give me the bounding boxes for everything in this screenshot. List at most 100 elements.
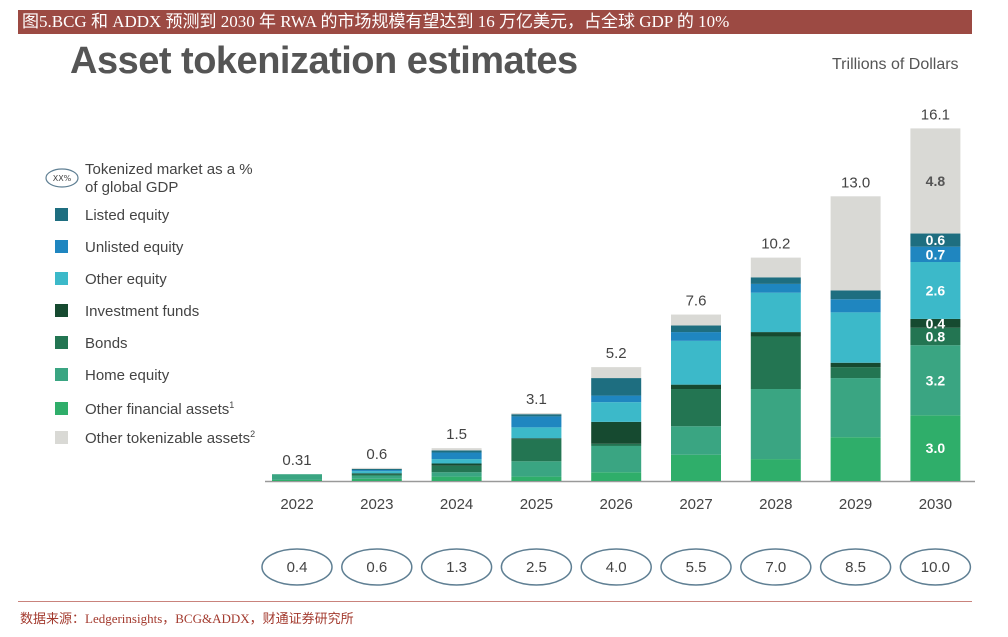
bar-segment-2028-bonds: [750, 336, 801, 390]
total-label: 3.1: [526, 391, 547, 408]
gdp-share-ellipse: [500, 548, 573, 586]
gdp-share-ellipse: [740, 548, 812, 586]
year-tick-label: 2023: [360, 496, 393, 513]
bar-segment-2030-listed-equity: [910, 233, 961, 247]
gdp-share-ellipse: [660, 548, 732, 586]
gdp-share-label: 5.5: [686, 559, 707, 576]
legend-footnote-marker: 1: [229, 400, 234, 410]
bar-segment-2027-other-financial-assets: [671, 454, 721, 481]
gdp-share-label: 8.5: [845, 559, 866, 576]
gdp-share-legend-text-line1: Tokenized market as a %: [85, 161, 253, 178]
total-label: 0.6: [366, 446, 387, 463]
bar-segment-2026-investment-funds: [591, 421, 642, 444]
legend-label: Other equity: [85, 271, 167, 288]
bar-segment-2028-unlisted-equity: [750, 283, 801, 293]
legend-swatch: [55, 431, 68, 444]
gdp-share-label: 10.0: [921, 559, 950, 576]
bar-segment-2029-other-tokenizable-assets: [830, 196, 881, 291]
bar-segment-2025-other-financial-assets: [511, 476, 562, 481]
stacked-bar-chart: 0.31 2022 0.4 0.6 2023 0.6 1.5 2024 1.3 3.1 2025 2.…: [45, 106, 975, 586]
unit-label: Trillions of Dollars: [832, 56, 959, 73]
legend-label: Investment funds: [85, 303, 199, 320]
bar-segment-2029-other-financial-assets: [830, 437, 881, 481]
source-note: 数据来源：Ledgerinsights，BCG&ADDX，财通证券研究所: [20, 611, 354, 626]
gdp-share-legend-ellipse: [45, 168, 79, 188]
total-label: 1.5: [446, 426, 467, 443]
bar-segment-2024-other-equity: [431, 459, 482, 464]
legend-swatch: [55, 208, 68, 221]
bar-segment-2024-home-equity: [431, 472, 482, 477]
total-label: 16.1: [921, 106, 950, 123]
gdp-share-label: 4.0: [606, 559, 627, 576]
bar-segment-2024-bonds: [431, 465, 482, 473]
bar-segment-2023-bonds: [351, 474, 402, 476]
figure-caption: 图5.BCG 和 ADDX 预测到 2030 年 RWA 的市场规模有望达到 1…: [18, 10, 972, 34]
segment-label: 2.6: [926, 282, 946, 298]
gdp-share-ellipse: [341, 548, 413, 586]
bar-segment-2027-listed-equity: [671, 325, 721, 333]
total-label: 5.2: [606, 345, 627, 362]
bar-segment-2024-listed-equity: [431, 450, 482, 453]
segment-label: 3.2: [926, 372, 946, 388]
year-tick-label: 2029: [839, 496, 872, 513]
bar-segment-2025-other-tokenizable-assets: [511, 413, 562, 415]
legend-swatch: [55, 304, 68, 317]
year-tick-label: 2030: [919, 496, 952, 513]
bar-segment-2027-other-tokenizable-assets: [671, 314, 721, 326]
bar-segment-2028-home-equity: [750, 389, 801, 460]
year-tick-label: 2024: [440, 496, 473, 513]
legend-label: Other financial assets1: [85, 400, 234, 418]
bar-segment-2029-other-equity: [830, 312, 881, 363]
legend-swatch: [55, 240, 68, 253]
bar-segment-2030-other-tokenizable-assets: [910, 128, 961, 234]
year-tick-label: 2027: [679, 496, 712, 513]
legend-swatch: [55, 402, 68, 415]
legend-label: Unlisted equity: [85, 239, 184, 256]
bar-segment-2025-other-equity: [511, 427, 562, 439]
bar-segment-2029-investment-funds: [830, 362, 881, 368]
footer-divider: [18, 601, 972, 602]
gdp-share-label: 0.4: [287, 559, 308, 576]
bar-segment-2023-investment-funds: [351, 473, 402, 475]
gdp-share-ellipse: [580, 548, 652, 586]
bar-segment-2028-other-tokenizable-assets: [750, 257, 801, 278]
gdp-share-label: 1.3: [446, 559, 467, 576]
bar-segment-2026-other-equity: [591, 402, 642, 422]
bar-segment-2027-home-equity: [671, 426, 721, 455]
bar-segment-2027-bonds: [671, 389, 721, 427]
bar-segment-2029-unlisted-equity: [830, 299, 881, 313]
bar-segment-2027-other-equity: [671, 340, 721, 385]
gdp-share-legend-badge: XX%: [53, 174, 72, 183]
segment-label: 0.8: [926, 328, 946, 344]
bar-segment-2028-listed-equity: [750, 277, 801, 284]
bar-segment-2027-unlisted-equity: [671, 332, 721, 341]
segment-label: 3.0: [926, 440, 946, 456]
legend-swatch: [55, 336, 68, 349]
bar-segment-2024-unlisted-equity: [431, 452, 482, 460]
bar-segment-2026-other-financial-assets: [591, 472, 642, 481]
year-tick-label: 2028: [759, 496, 792, 513]
legend-swatch: [55, 368, 68, 381]
bar-segment-2030-other-financial-assets: [910, 415, 961, 481]
total-label: 0.31: [282, 452, 311, 469]
bar-segment-2028-other-equity: [750, 292, 801, 333]
legend-label: Listed equity: [85, 207, 170, 224]
gdp-share-ellipse: [819, 548, 892, 586]
bar-segment-2027-investment-funds: [671, 384, 721, 390]
bar-segment-2023-other-financial-assets: [351, 478, 402, 481]
bar-segment-2025-listed-equity: [511, 414, 562, 417]
total-label: 7.6: [686, 293, 707, 310]
bar-segment-2026-listed-equity: [591, 378, 642, 396]
bar-segment-2023-home-equity: [351, 475, 402, 479]
bar-segment-2025-unlisted-equity: [511, 416, 562, 428]
bar-segment-2022-home-equity: [272, 474, 322, 480]
gdp-share-legend-text-line2: of global GDP: [85, 179, 178, 196]
bar-segment-2026-other-tokenizable-assets: [591, 367, 642, 379]
chart-title: Asset tokenization estimates: [70, 40, 578, 82]
bar-segment-2023-other-tokenizable-assets: [351, 467, 402, 469]
segment-label: 0.7: [926, 246, 946, 262]
bar-segment-2025-bonds: [511, 439, 562, 462]
bar-segment-2030-bonds: [910, 327, 961, 346]
bar-segment-2030-unlisted-equity: [910, 246, 961, 262]
year-tick-label: 2022: [280, 496, 313, 513]
